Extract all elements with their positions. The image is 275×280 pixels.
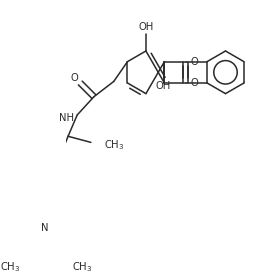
Text: NH: NH bbox=[59, 113, 74, 123]
Text: CH$_3$: CH$_3$ bbox=[0, 260, 20, 274]
Text: OH: OH bbox=[138, 22, 153, 32]
Text: O: O bbox=[70, 73, 78, 83]
Text: OH: OH bbox=[155, 81, 170, 91]
Text: CH$_3$: CH$_3$ bbox=[72, 260, 92, 274]
Text: N: N bbox=[42, 223, 49, 233]
Text: O: O bbox=[191, 78, 199, 88]
Text: CH$_3$: CH$_3$ bbox=[104, 139, 124, 152]
Text: O: O bbox=[191, 57, 199, 67]
